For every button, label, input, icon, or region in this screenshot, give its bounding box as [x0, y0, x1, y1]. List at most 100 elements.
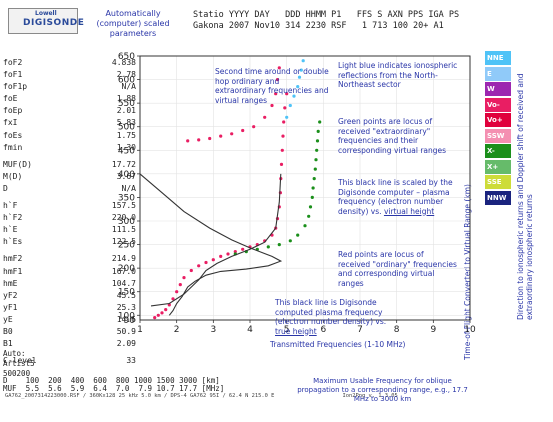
param-name: hmF1: [3, 266, 23, 276]
legend-item: SSW: [485, 128, 511, 143]
x-tick-label: 3: [210, 325, 216, 335]
data-point: [219, 254, 223, 258]
data-point: [314, 158, 318, 162]
param-row: foF1 2.78: [3, 69, 136, 81]
data-point: [280, 148, 284, 152]
data-point: [316, 129, 320, 133]
chart-lines: [139, 173, 283, 316]
param-row: yF2 45.5: [3, 290, 136, 302]
param-value: 3.67: [116, 171, 136, 181]
chart-axes: 1 2 3 4 5 6 7 8 9 10 100 150 200 250 300 350 400 450 500 55…: [118, 52, 476, 335]
data-point: [274, 92, 278, 96]
param-value: 111.5: [111, 225, 136, 235]
param-row: hmF2 214.9: [3, 253, 136, 265]
legend-item: Vo+: [485, 113, 511, 127]
param-value: 1.75: [116, 130, 136, 140]
param-row: h`E 111.5: [3, 224, 136, 236]
data-point: [171, 297, 175, 301]
data-point: [252, 125, 256, 129]
param-value: 220.0: [111, 213, 136, 223]
x-tick-label: 8: [394, 325, 400, 335]
x-tick-label: 10: [464, 325, 476, 335]
param-row: D N/A: [3, 183, 136, 195]
data-point: [266, 245, 270, 249]
y-tick-label: 350: [118, 193, 135, 203]
data-point: [263, 115, 267, 119]
param-row: hmF1 167.0: [3, 266, 136, 278]
param-name: B0: [3, 326, 13, 336]
y-tick-label: 600: [118, 76, 135, 86]
param-row: foF1p N/A: [3, 81, 136, 93]
param-name: h`F2: [3, 213, 23, 223]
param-name: B1: [3, 339, 13, 349]
data-point: [318, 120, 322, 124]
annotation-second-time: Second time around or double hop ordinar…: [215, 67, 329, 105]
x-tick-label: 4: [247, 325, 253, 335]
header-line2: Gakona 2007 Nov10 314 2230 RSF 1 713 100…: [193, 21, 444, 31]
data-point: [315, 148, 319, 152]
param-value: 157.5: [111, 201, 136, 211]
data-point: [292, 94, 296, 98]
y-tick-label: 150: [118, 288, 135, 298]
data-point: [277, 66, 281, 70]
digisonde-logo: Lowell DIGISONDE: [8, 8, 84, 34]
data-point: [208, 136, 212, 141]
data-point: [175, 290, 179, 294]
param-row: foEp 2.01: [3, 105, 136, 117]
param-value: 104.7: [111, 278, 136, 288]
y-tick-label: 650: [118, 52, 135, 62]
param-name: hmE: [3, 278, 18, 288]
parameter-list: foF2 4.838 foF1 2.78 foF1p N/A foE 1.88 foEp 2.01…: [3, 57, 136, 367]
annotation-black-true-text: This black line is Digisonde computed pl…: [275, 298, 387, 326]
logo-line2: DIGISONDE: [23, 18, 85, 28]
data-point: [285, 115, 289, 119]
x-tick-label: 6: [320, 325, 326, 335]
param-row: B0 50.9: [3, 326, 136, 338]
data-point: [279, 162, 284, 166]
plot-frame: [139, 55, 471, 321]
x-tick-label: 1: [137, 325, 143, 335]
annotation-black-virtual: This black line is scaled by the Digison…: [338, 178, 458, 216]
param-row: h`Es 122.5: [3, 236, 136, 248]
param-name: h`Es: [3, 237, 23, 247]
data-point: [275, 78, 280, 82]
y-tick-label: 100: [118, 311, 135, 321]
param-value: 14.6: [116, 314, 136, 324]
param-name: yE: [3, 314, 13, 324]
param-row: foEs 1.75: [3, 130, 136, 142]
header-line1: Statio YYYY DAY DDD HHMM P1 FFS S AXN PP…: [193, 10, 460, 20]
param-value: 2.09: [116, 339, 136, 349]
legend-item: X+: [485, 159, 511, 174]
y-tick-label: 300: [118, 217, 135, 227]
param-value: 122.5: [111, 237, 136, 247]
data-point: [233, 250, 237, 254]
param-row: foF2 4.838: [3, 57, 136, 69]
param-value: N/A: [121, 82, 136, 92]
data-point: [182, 276, 186, 280]
param-value: 2.78: [116, 70, 136, 80]
param-row: h`F 157.5: [3, 200, 136, 212]
data-point: [282, 120, 286, 124]
annotation-black-virtual-emph: virtual height: [383, 206, 435, 216]
param-name: fmin: [3, 142, 23, 152]
data-point: [288, 239, 292, 243]
param-value: 17.72: [111, 159, 136, 169]
data-point: [303, 224, 307, 228]
param-row: fmin 1.30: [3, 142, 136, 154]
data-point: [281, 134, 285, 138]
data-point: [189, 268, 193, 273]
data-point: [197, 264, 201, 268]
data-point: [241, 128, 245, 133]
data-point: [211, 258, 215, 262]
y-tick-label: 250: [118, 241, 135, 251]
muf-distance-row: D 100 200 400 600 800 1000 1500 3000 [km…: [3, 376, 220, 385]
data-point: [277, 243, 281, 247]
y-tick-label: 500: [118, 123, 135, 133]
muf-value-row: MUF 5.5 5.6 5.9 6.4 7.0 7.9 10.7 17.7 [M…: [3, 384, 225, 393]
legend-item: NNW: [485, 190, 511, 205]
legend-item: E: [485, 66, 511, 81]
data-point: [186, 139, 190, 143]
auto-line3: 500200: [3, 369, 31, 378]
param-value: 50.9: [116, 326, 136, 336]
